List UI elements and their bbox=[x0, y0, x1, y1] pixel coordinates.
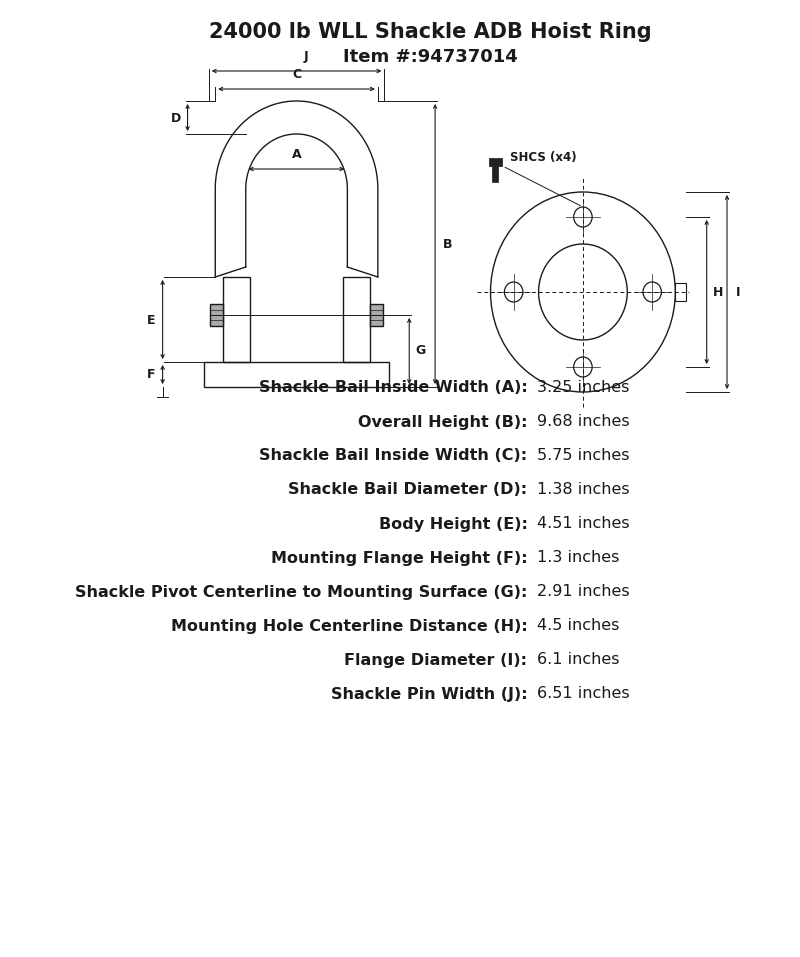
Text: J: J bbox=[303, 50, 308, 63]
FancyBboxPatch shape bbox=[370, 304, 383, 326]
Text: 1.38 inches: 1.38 inches bbox=[537, 482, 630, 498]
Text: 3.25 inches: 3.25 inches bbox=[537, 381, 629, 395]
Text: SHCS (x4): SHCS (x4) bbox=[510, 151, 577, 165]
Text: 2.91 inches: 2.91 inches bbox=[537, 585, 630, 599]
Text: Shackle Bail Inside Width (C):: Shackle Bail Inside Width (C): bbox=[259, 449, 527, 463]
Bar bbox=[222, 277, 250, 362]
Bar bbox=[675, 283, 686, 301]
Text: 1.3 inches: 1.3 inches bbox=[537, 550, 619, 566]
Text: Mounting Flange Height (F):: Mounting Flange Height (F): bbox=[271, 550, 527, 566]
Bar bbox=[342, 277, 370, 362]
Bar bbox=[489, 158, 502, 166]
Text: C: C bbox=[292, 68, 301, 81]
Text: 4.5 inches: 4.5 inches bbox=[537, 618, 619, 634]
Text: 24000 lb WLL Shackle ADB Hoist Ring: 24000 lb WLL Shackle ADB Hoist Ring bbox=[209, 22, 652, 42]
Text: 6.1 inches: 6.1 inches bbox=[537, 653, 619, 667]
Text: Mounting Hole Centerline Distance (H):: Mounting Hole Centerline Distance (H): bbox=[170, 618, 527, 634]
Text: Shackle Bail Inside Width (A):: Shackle Bail Inside Width (A): bbox=[258, 381, 527, 395]
Text: Item #:94737014: Item #:94737014 bbox=[343, 48, 518, 66]
Text: Shackle Bail Diameter (D):: Shackle Bail Diameter (D): bbox=[288, 482, 527, 498]
Text: Body Height (E):: Body Height (E): bbox=[378, 517, 527, 531]
Text: 9.68 inches: 9.68 inches bbox=[537, 414, 630, 430]
Text: Shackle Pivot Centerline to Mounting Surface (G):: Shackle Pivot Centerline to Mounting Sur… bbox=[75, 585, 527, 599]
Text: E: E bbox=[147, 314, 156, 326]
Text: Flange Diameter (I):: Flange Diameter (I): bbox=[345, 653, 527, 667]
Text: F: F bbox=[147, 368, 156, 382]
Bar bbox=[204, 362, 389, 387]
FancyBboxPatch shape bbox=[210, 304, 222, 326]
Text: D: D bbox=[171, 112, 182, 124]
Text: A: A bbox=[292, 148, 302, 161]
Bar bbox=[492, 166, 498, 182]
Text: 4.51 inches: 4.51 inches bbox=[537, 517, 630, 531]
Text: 5.75 inches: 5.75 inches bbox=[537, 449, 630, 463]
Text: Overall Height (B):: Overall Height (B): bbox=[358, 414, 527, 430]
Text: 6.51 inches: 6.51 inches bbox=[537, 686, 630, 701]
Text: H: H bbox=[713, 285, 723, 299]
Text: G: G bbox=[415, 345, 426, 358]
Text: B: B bbox=[443, 237, 453, 251]
Text: I: I bbox=[736, 285, 740, 299]
Text: Shackle Pin Width (J):: Shackle Pin Width (J): bbox=[331, 686, 527, 701]
